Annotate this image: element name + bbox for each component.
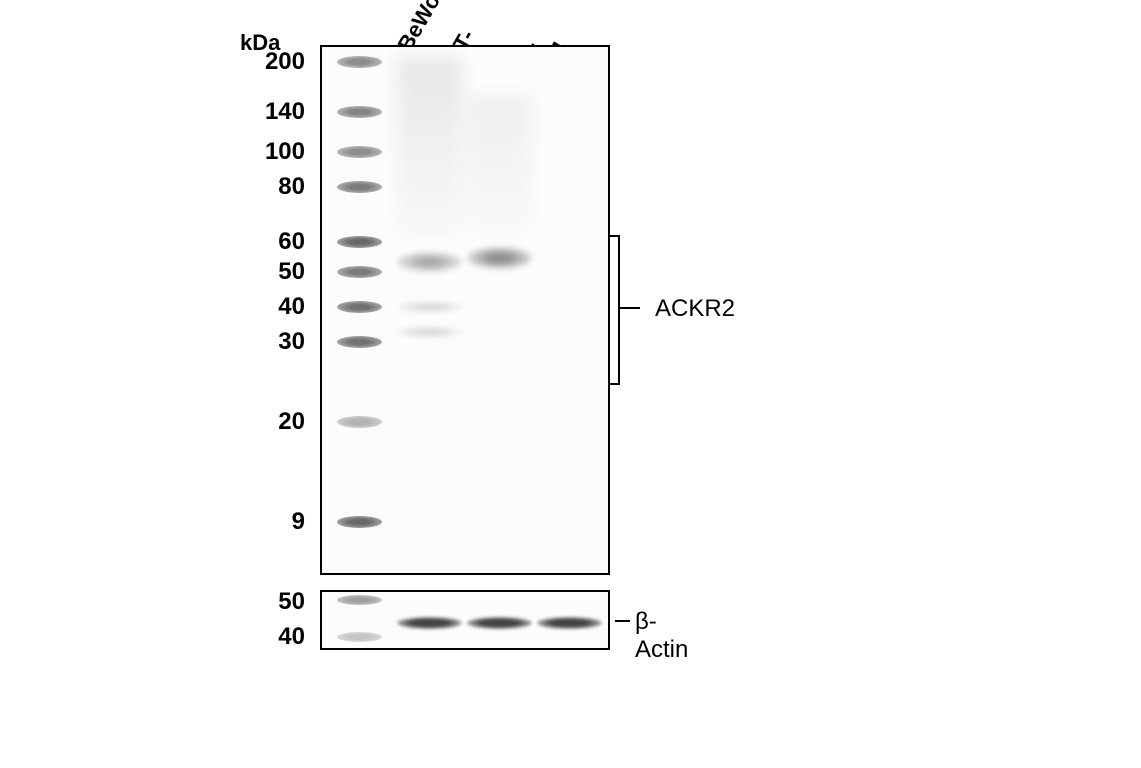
- blot-smear: [467, 97, 532, 237]
- mw-marker-label: 60: [245, 228, 305, 256]
- mw-marker-label: 30: [245, 328, 305, 356]
- mw-marker-label: 40: [245, 623, 305, 651]
- ladder-band: [337, 106, 382, 118]
- ladder-band: [337, 301, 382, 313]
- ladder-band: [337, 595, 382, 605]
- mw-marker-label: 80: [245, 173, 305, 201]
- target-bracket: [618, 235, 620, 385]
- ladder-band: [337, 146, 382, 158]
- ladder-band: [337, 516, 382, 528]
- ladder-band: [337, 56, 382, 68]
- ladder-band: [337, 416, 382, 428]
- blot-smear: [397, 57, 462, 237]
- ladder-band: [337, 181, 382, 193]
- ackr2-label: ACKR2: [655, 295, 735, 323]
- mw-marker-label: 100: [245, 138, 305, 166]
- mw-marker-label: 50: [245, 588, 305, 616]
- ladder-band: [337, 266, 382, 278]
- actin-label: β-Actin: [635, 608, 688, 664]
- mw-marker-label: 140: [245, 98, 305, 126]
- sample-band: [397, 252, 462, 272]
- actin-band: [397, 617, 462, 629]
- mw-marker-label: 40: [245, 293, 305, 321]
- sample-band: [397, 327, 462, 337]
- actin-band: [467, 617, 532, 629]
- main-blot-panel: [320, 45, 610, 575]
- mw-marker-label: 50: [245, 258, 305, 286]
- target-tick: [620, 307, 640, 309]
- actin-blot-panel: [320, 590, 610, 650]
- actin-tick: [615, 620, 630, 622]
- sample-band: [397, 302, 462, 312]
- mw-marker-label: 200: [245, 48, 305, 76]
- mw-marker-label: 20: [245, 408, 305, 436]
- ladder-band: [337, 632, 382, 642]
- ladder-band: [337, 236, 382, 248]
- mw-marker-label: 9: [245, 508, 305, 536]
- actin-band: [537, 617, 602, 629]
- ladder-band: [337, 336, 382, 348]
- sample-band: [467, 247, 532, 269]
